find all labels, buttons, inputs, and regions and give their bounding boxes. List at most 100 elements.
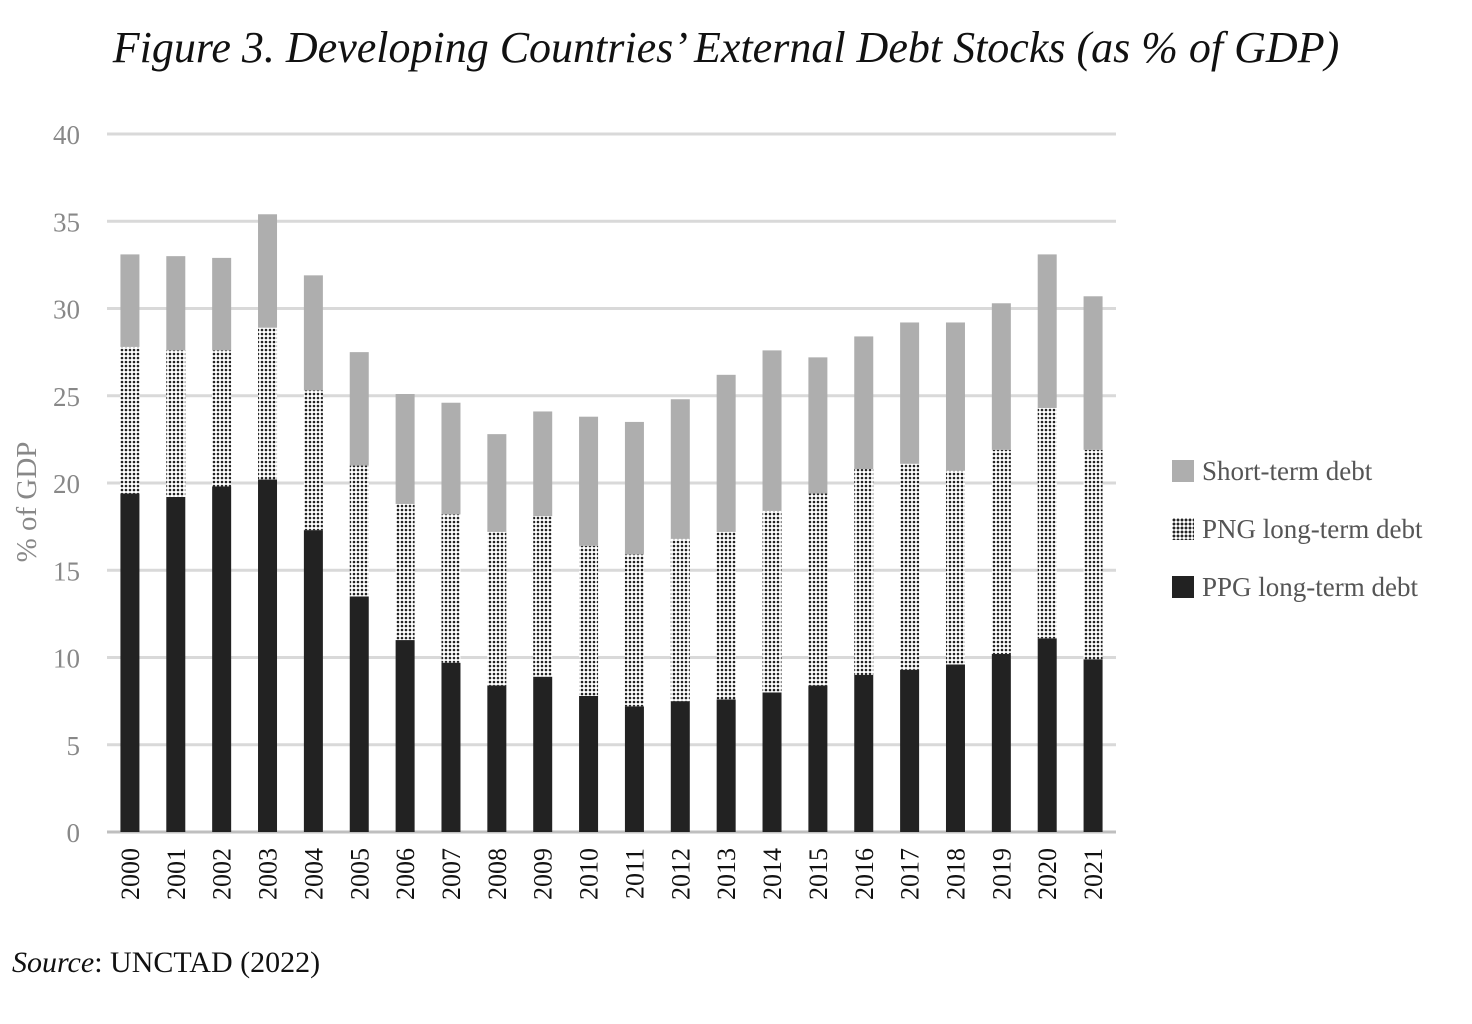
bar-png-long-term xyxy=(716,531,736,700)
x-tick-label: 2003 xyxy=(254,848,283,900)
source-label: Source xyxy=(12,946,95,979)
y-tick-label: 15 xyxy=(53,556,80,586)
bar-png-long-term xyxy=(258,327,278,480)
legend-label-short-term: Short-term debt xyxy=(1202,455,1373,486)
x-tick-label: 2014 xyxy=(758,848,787,900)
bar-png-long-term xyxy=(808,493,828,686)
bar-png-long-term xyxy=(487,531,507,686)
bar-png-long-term xyxy=(1037,407,1057,639)
bar-short-term xyxy=(487,434,507,532)
y-tick-label: 5 xyxy=(67,731,81,761)
chart-legend: Short-term debt PNG long-term debt PPG l… xyxy=(1172,442,1422,616)
bar-png-long-term xyxy=(762,510,782,693)
bar-short-term xyxy=(670,399,690,539)
bar-ppg-long-term xyxy=(991,654,1011,832)
bar-png-long-term xyxy=(945,470,965,665)
bar-short-term xyxy=(166,256,186,351)
y-axis-tick-labels: 0 5 10 15 20 25 30 35 40 xyxy=(53,120,80,848)
legend-swatch-ppg xyxy=(1172,576,1194,598)
bar-ppg-long-term xyxy=(487,685,507,832)
bars xyxy=(120,214,1103,832)
bar-short-term xyxy=(808,357,828,494)
bar-short-term xyxy=(533,411,553,517)
bar-ppg-long-term xyxy=(579,695,599,832)
bar-ppg-long-term xyxy=(395,640,415,832)
y-axis-label: % of GDP xyxy=(11,442,43,563)
bar-short-term xyxy=(212,257,232,351)
bar-png-long-term xyxy=(854,469,874,675)
bar-ppg-long-term xyxy=(670,701,690,832)
legend-swatch-short-term xyxy=(1172,460,1194,482)
source-note: Source: UNCTAD (2022) xyxy=(12,946,320,980)
bar-ppg-long-term xyxy=(716,699,736,832)
x-tick-label: 2004 xyxy=(299,848,328,900)
bar-png-long-term xyxy=(900,463,920,670)
y-tick-label: 30 xyxy=(53,295,80,325)
bar-ppg-long-term xyxy=(900,669,920,832)
x-tick-label: 2001 xyxy=(162,848,191,900)
bar-short-term xyxy=(991,303,1011,450)
bar-ppg-long-term xyxy=(212,486,232,832)
bar-ppg-long-term xyxy=(166,496,186,832)
bar-short-term xyxy=(303,275,323,391)
bar-png-long-term xyxy=(349,465,369,597)
bar-ppg-long-term xyxy=(808,685,828,832)
x-tick-label: 2009 xyxy=(529,848,558,900)
legend-label-ppg: PPG long-term debt xyxy=(1202,571,1418,602)
y-tick-label: 40 xyxy=(53,120,80,150)
bar-png-long-term xyxy=(1083,449,1103,660)
x-tick-label: 2010 xyxy=(575,848,604,900)
y-tick-label: 0 xyxy=(67,818,81,848)
bar-png-long-term xyxy=(395,503,415,641)
bar-short-term xyxy=(1037,254,1057,408)
x-tick-label: 2017 xyxy=(896,848,925,900)
bar-png-long-term xyxy=(579,545,599,696)
bar-short-term xyxy=(120,254,140,347)
bar-short-term xyxy=(1083,296,1103,450)
x-tick-label: 2020 xyxy=(1033,848,1062,900)
legend-item-ppg: PPG long-term debt xyxy=(1172,558,1422,616)
x-tick-label: 2013 xyxy=(712,848,741,900)
bar-png-long-term xyxy=(212,350,232,487)
bar-short-term xyxy=(945,322,965,471)
bar-short-term xyxy=(258,214,278,328)
x-tick-label: 2016 xyxy=(850,848,879,900)
y-tick-label: 10 xyxy=(53,644,80,674)
x-tick-label: 2002 xyxy=(208,848,237,900)
bar-ppg-long-term xyxy=(1037,638,1057,832)
bar-ppg-long-term xyxy=(624,706,644,832)
legend-swatch-png xyxy=(1172,518,1194,540)
bar-short-term xyxy=(441,402,461,515)
bar-png-long-term xyxy=(441,514,461,663)
bar-short-term xyxy=(395,394,415,504)
x-tick-label: 2018 xyxy=(941,848,970,900)
bar-ppg-long-term xyxy=(349,596,369,832)
bar-short-term xyxy=(854,336,874,470)
bar-ppg-long-term xyxy=(762,692,782,832)
bar-png-long-term xyxy=(991,449,1011,655)
x-tick-label: 2008 xyxy=(483,848,512,900)
x-tick-label: 2011 xyxy=(620,848,649,899)
bar-ppg-long-term xyxy=(258,479,278,832)
bar-short-term xyxy=(762,350,782,511)
bar-png-long-term xyxy=(624,554,644,707)
x-tick-label: 2021 xyxy=(1079,848,1108,900)
bar-short-term xyxy=(900,322,920,464)
bar-short-term xyxy=(624,421,644,555)
bar-ppg-long-term xyxy=(441,662,461,832)
bar-short-term xyxy=(579,416,599,546)
y-tick-label: 35 xyxy=(53,207,80,237)
bar-ppg-long-term xyxy=(120,493,140,832)
figure-title: Figure 3. Developing Countries’ External… xyxy=(112,23,1340,72)
bar-png-long-term xyxy=(166,350,186,497)
x-tick-label: 2000 xyxy=(116,848,145,900)
bar-ppg-long-term xyxy=(303,530,323,832)
bar-ppg-long-term xyxy=(945,664,965,832)
legend-item-png: PNG long-term debt xyxy=(1172,500,1422,558)
bar-ppg-long-term xyxy=(533,676,553,832)
x-axis-tick-labels: 2000 2001 2002 2003 2004 2005 2006 2007 2008 2009… xyxy=(116,848,1108,900)
bar-short-term xyxy=(349,352,369,466)
bar-png-long-term xyxy=(120,346,140,494)
x-tick-label: 2005 xyxy=(345,848,374,900)
